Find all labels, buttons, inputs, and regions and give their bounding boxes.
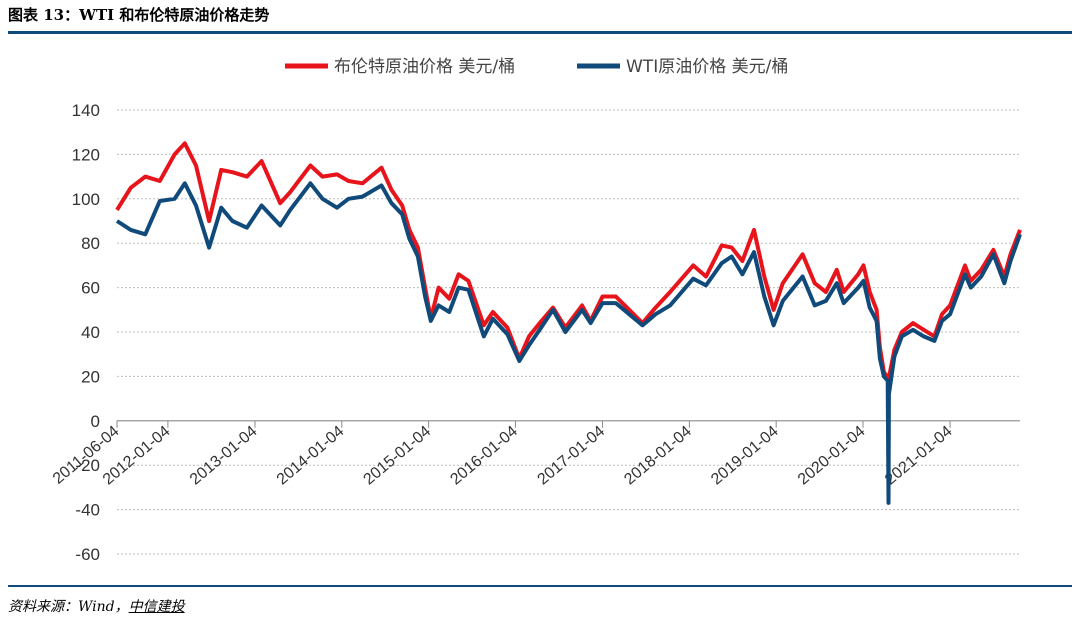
x-tick-label: 2021-01-04 xyxy=(882,423,956,489)
y-tick-label: 0 xyxy=(91,412,100,431)
y-tick-label: -40 xyxy=(75,501,100,520)
series-lines xyxy=(115,141,1022,505)
oil-price-chart: 140 120 100 80 60 40 20 0 -20 -40 -60 2011-06-0420… xyxy=(50,57,1022,564)
series-line-brent xyxy=(115,141,1022,381)
source-org: 中信建投 xyxy=(128,599,185,615)
y-tick-label: 140 xyxy=(72,101,100,120)
y-tick-label: 20 xyxy=(81,367,100,386)
x-tick-label: 2020-01-04 xyxy=(795,423,869,489)
x-tick-label: 2017-01-04 xyxy=(534,423,608,489)
legend: 布伦特原油价格 美元/桶 WTI原油价格 美元/桶 xyxy=(285,57,788,77)
x-tick-label: 2013-01-04 xyxy=(187,423,261,489)
y-tick-label: 40 xyxy=(81,323,100,342)
y-tick-label: 60 xyxy=(81,279,100,298)
x-tick-label: 2015-01-04 xyxy=(361,423,435,489)
footer-rule xyxy=(8,585,1072,587)
series-line-wti xyxy=(115,181,1022,505)
figure-title: 图表 13：WTI 和布伦特原油价格走势 xyxy=(8,6,270,24)
x-tick-label: 2016-01-04 xyxy=(447,423,521,489)
y-tick-label: 80 xyxy=(81,234,100,253)
source-label: 资料来源：Wind， xyxy=(8,599,129,615)
y-tick-label: -60 xyxy=(75,545,100,564)
legend-label-wti: WTI原油价格 美元/桶 xyxy=(626,57,788,77)
y-tick-label: 100 xyxy=(72,190,100,209)
y-tick-label: 120 xyxy=(72,145,100,164)
x-tick-label: 2014-01-04 xyxy=(274,423,348,489)
x-tick-label: 2019-01-04 xyxy=(708,423,782,489)
y-axis-ticks: 140 120 100 80 60 40 20 0 -20 -40 -60 xyxy=(72,101,100,564)
gridlines xyxy=(117,109,1020,555)
title-rule xyxy=(8,31,1072,34)
y-tick-label: -20 xyxy=(75,456,100,475)
source-note: 资料来源：Wind，中信建投 xyxy=(8,596,185,616)
x-tick-label: 2018-01-04 xyxy=(621,423,695,489)
legend-label-brent: 布伦特原油价格 美元/桶 xyxy=(334,57,515,77)
